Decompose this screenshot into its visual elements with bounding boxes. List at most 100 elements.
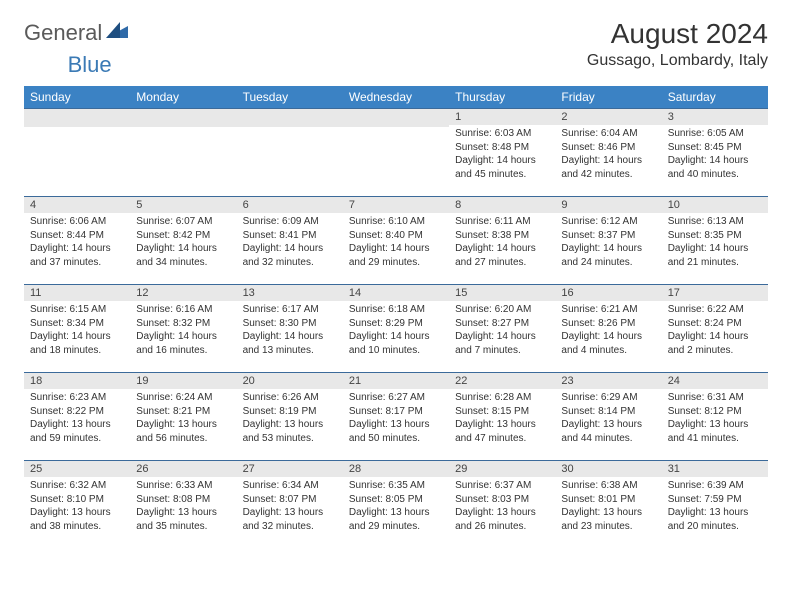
sunrise-line: Sunrise: 6:27 AM (349, 391, 443, 405)
day-number: 4 (24, 197, 130, 213)
sunset-line: Sunset: 8:44 PM (30, 229, 124, 243)
day-details: Sunrise: 6:05 AMSunset: 8:45 PMDaylight:… (662, 125, 768, 185)
sunset-line: Sunset: 8:42 PM (136, 229, 230, 243)
calendar-day-cell: 23Sunrise: 6:29 AMSunset: 8:14 PMDayligh… (555, 373, 661, 461)
daylight-line: Daylight: 13 hours and 20 minutes. (668, 506, 762, 533)
sunrise-line: Sunrise: 6:07 AM (136, 215, 230, 229)
sunrise-line: Sunrise: 6:16 AM (136, 303, 230, 317)
sunrise-line: Sunrise: 6:39 AM (668, 479, 762, 493)
day-details: Sunrise: 6:31 AMSunset: 8:12 PMDaylight:… (662, 389, 768, 449)
day-details: Sunrise: 6:12 AMSunset: 8:37 PMDaylight:… (555, 213, 661, 273)
calendar-week-row: 4Sunrise: 6:06 AMSunset: 8:44 PMDaylight… (24, 197, 768, 285)
day-number: 1 (449, 109, 555, 125)
sunrise-line: Sunrise: 6:09 AM (243, 215, 337, 229)
daylight-line: Daylight: 13 hours and 59 minutes. (30, 418, 124, 445)
calendar-day-cell: 7Sunrise: 6:10 AMSunset: 8:40 PMDaylight… (343, 197, 449, 285)
day-number: 9 (555, 197, 661, 213)
calendar-day-cell: 28Sunrise: 6:35 AMSunset: 8:05 PMDayligh… (343, 461, 449, 549)
sunrise-line: Sunrise: 6:12 AM (561, 215, 655, 229)
calendar-day-cell: 20Sunrise: 6:26 AMSunset: 8:19 PMDayligh… (237, 373, 343, 461)
calendar-week-row: 25Sunrise: 6:32 AMSunset: 8:10 PMDayligh… (24, 461, 768, 549)
day-details: Sunrise: 6:39 AMSunset: 7:59 PMDaylight:… (662, 477, 768, 537)
empty-day-bar (130, 109, 236, 127)
brand-logo: General (24, 20, 130, 46)
day-details: Sunrise: 6:22 AMSunset: 8:24 PMDaylight:… (662, 301, 768, 361)
sunset-line: Sunset: 7:59 PM (668, 493, 762, 507)
sunset-line: Sunset: 8:38 PM (455, 229, 549, 243)
daylight-line: Daylight: 14 hours and 37 minutes. (30, 242, 124, 269)
sunset-line: Sunset: 8:34 PM (30, 317, 124, 331)
day-number: 16 (555, 285, 661, 301)
calendar-day-cell: 16Sunrise: 6:21 AMSunset: 8:26 PMDayligh… (555, 285, 661, 373)
sunset-line: Sunset: 8:08 PM (136, 493, 230, 507)
weekday-header: Saturday (662, 86, 768, 109)
calendar-day-cell: 5Sunrise: 6:07 AMSunset: 8:42 PMDaylight… (130, 197, 236, 285)
sunset-line: Sunset: 8:40 PM (349, 229, 443, 243)
calendar-day-cell: 31Sunrise: 6:39 AMSunset: 7:59 PMDayligh… (662, 461, 768, 549)
day-details: Sunrise: 6:28 AMSunset: 8:15 PMDaylight:… (449, 389, 555, 449)
sunset-line: Sunset: 8:07 PM (243, 493, 337, 507)
day-details: Sunrise: 6:35 AMSunset: 8:05 PMDaylight:… (343, 477, 449, 537)
brand-name-blue: Blue (68, 52, 112, 78)
daylight-line: Daylight: 13 hours and 44 minutes. (561, 418, 655, 445)
day-number: 26 (130, 461, 236, 477)
sunset-line: Sunset: 8:12 PM (668, 405, 762, 419)
daylight-line: Daylight: 14 hours and 34 minutes. (136, 242, 230, 269)
sunset-line: Sunset: 8:37 PM (561, 229, 655, 243)
calendar-day-cell: 14Sunrise: 6:18 AMSunset: 8:29 PMDayligh… (343, 285, 449, 373)
calendar-day-cell (24, 109, 130, 197)
weekday-header: Thursday (449, 86, 555, 109)
day-details: Sunrise: 6:24 AMSunset: 8:21 PMDaylight:… (130, 389, 236, 449)
day-number: 21 (343, 373, 449, 389)
location-subtitle: Gussago, Lombardy, Italy (587, 52, 768, 70)
calendar-day-cell: 17Sunrise: 6:22 AMSunset: 8:24 PMDayligh… (662, 285, 768, 373)
sunrise-line: Sunrise: 6:03 AM (455, 127, 549, 141)
sunset-line: Sunset: 8:29 PM (349, 317, 443, 331)
calendar-day-cell: 26Sunrise: 6:33 AMSunset: 8:08 PMDayligh… (130, 461, 236, 549)
day-details: Sunrise: 6:33 AMSunset: 8:08 PMDaylight:… (130, 477, 236, 537)
day-details: Sunrise: 6:20 AMSunset: 8:27 PMDaylight:… (449, 301, 555, 361)
day-number: 10 (662, 197, 768, 213)
sunrise-line: Sunrise: 6:18 AM (349, 303, 443, 317)
weekday-header: Monday (130, 86, 236, 109)
daylight-line: Daylight: 13 hours and 32 minutes. (243, 506, 337, 533)
day-details: Sunrise: 6:04 AMSunset: 8:46 PMDaylight:… (555, 125, 661, 185)
daylight-line: Daylight: 13 hours and 29 minutes. (349, 506, 443, 533)
daylight-line: Daylight: 13 hours and 38 minutes. (30, 506, 124, 533)
day-number: 27 (237, 461, 343, 477)
day-details: Sunrise: 6:10 AMSunset: 8:40 PMDaylight:… (343, 213, 449, 273)
sunset-line: Sunset: 8:45 PM (668, 141, 762, 155)
sunset-line: Sunset: 8:30 PM (243, 317, 337, 331)
weekday-header: Tuesday (237, 86, 343, 109)
day-number: 6 (237, 197, 343, 213)
daylight-line: Daylight: 13 hours and 47 minutes. (455, 418, 549, 445)
calendar-day-cell: 19Sunrise: 6:24 AMSunset: 8:21 PMDayligh… (130, 373, 236, 461)
day-number: 13 (237, 285, 343, 301)
day-number: 11 (24, 285, 130, 301)
calendar-day-cell: 12Sunrise: 6:16 AMSunset: 8:32 PMDayligh… (130, 285, 236, 373)
daylight-line: Daylight: 13 hours and 35 minutes. (136, 506, 230, 533)
calendar-week-row: 1Sunrise: 6:03 AMSunset: 8:48 PMDaylight… (24, 109, 768, 197)
sunrise-line: Sunrise: 6:31 AM (668, 391, 762, 405)
sunset-line: Sunset: 8:46 PM (561, 141, 655, 155)
day-number: 18 (24, 373, 130, 389)
daylight-line: Daylight: 13 hours and 56 minutes. (136, 418, 230, 445)
day-details: Sunrise: 6:26 AMSunset: 8:19 PMDaylight:… (237, 389, 343, 449)
sunset-line: Sunset: 8:48 PM (455, 141, 549, 155)
calendar-day-cell: 30Sunrise: 6:38 AMSunset: 8:01 PMDayligh… (555, 461, 661, 549)
sunrise-line: Sunrise: 6:05 AM (668, 127, 762, 141)
day-number: 23 (555, 373, 661, 389)
day-details: Sunrise: 6:15 AMSunset: 8:34 PMDaylight:… (24, 301, 130, 361)
day-number: 2 (555, 109, 661, 125)
day-details: Sunrise: 6:18 AMSunset: 8:29 PMDaylight:… (343, 301, 449, 361)
empty-day-bar (24, 109, 130, 127)
calendar-day-cell (130, 109, 236, 197)
sunset-line: Sunset: 8:19 PM (243, 405, 337, 419)
calendar-day-cell: 21Sunrise: 6:27 AMSunset: 8:17 PMDayligh… (343, 373, 449, 461)
calendar-body: 1 Sunrise: 6:03 AMSunset: 8:48 PM Daylight… (24, 109, 768, 549)
sunrise-line: Sunrise: 6:38 AM (561, 479, 655, 493)
daylight-line: Daylight: 14 hours and 21 minutes. (668, 242, 762, 269)
day-number: 29 (449, 461, 555, 477)
daylight-line: Daylight: 14 hours and 10 minutes. (349, 330, 443, 357)
calendar-day-cell: 8Sunrise: 6:11 AMSunset: 8:38 PMDaylight… (449, 197, 555, 285)
